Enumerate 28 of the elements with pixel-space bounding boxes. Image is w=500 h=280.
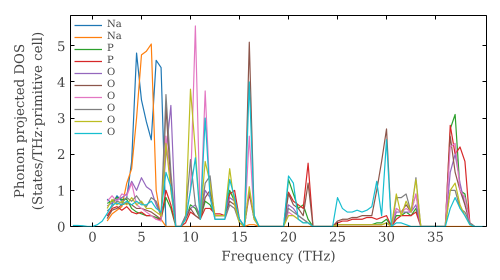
y-tick-label: 5 [57,40,66,55]
y-tick-label: 4 [57,76,66,91]
legend-label: Na [107,31,123,42]
x-axis-title: Frequency (THz) [221,250,336,264]
legend-label: O [107,103,116,114]
x-tick-label: 0 [88,230,97,246]
legend-label: P [107,55,115,66]
y-tick-label: 2 [57,148,66,164]
line-series [106,52,167,226]
legend-label: O [107,115,116,126]
x-tick-label: 30 [378,230,396,246]
legend-label: O [107,67,116,78]
x-tick-label: 20 [280,230,297,246]
y-tick-label: 1 [57,184,66,200]
x-tick-label: 25 [329,230,346,246]
x-tick-label: 10 [182,230,199,246]
x-tick-label: 35 [427,230,444,246]
legend-label: O [107,79,116,90]
line-series [72,81,486,226]
x-tick-label: 5 [137,230,146,246]
legend-label: Na [107,19,123,30]
x-tick-label: 15 [231,230,248,246]
y-tick-label: 0 [57,220,66,236]
legend-label: P [107,43,115,54]
y-tick-label: 3 [57,112,66,128]
y-axis-title: Phonon projected DOS (States/THz·primitive cell) [13,32,46,210]
legend-label: O [107,127,116,138]
legend-label: O [107,91,116,102]
